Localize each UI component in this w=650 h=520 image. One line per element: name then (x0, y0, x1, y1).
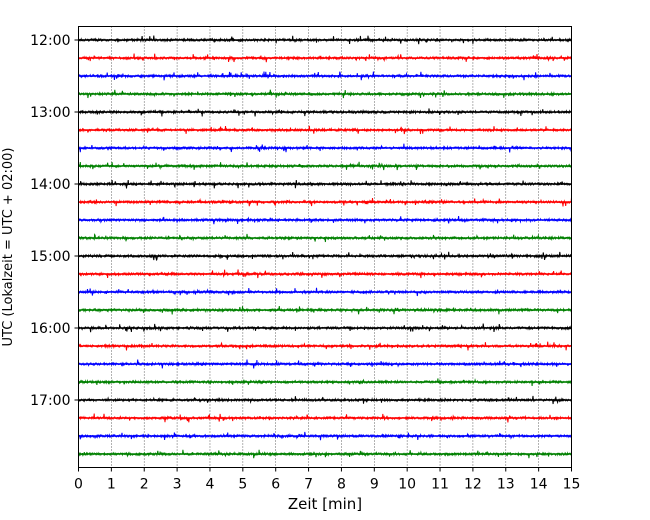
trace-1315 (78, 125, 572, 135)
plot-frame (78, 26, 572, 468)
trace-1500 (78, 251, 572, 261)
y-axis: 12:00 13:00 14:00 15:00 16:00 17:00 (30, 33, 79, 409)
x-tick-label: 13 (497, 477, 515, 493)
trace-1215 (78, 53, 572, 63)
trace-1245 (78, 89, 572, 99)
x-tick-label: 5 (238, 477, 247, 493)
trace-signal (78, 395, 572, 405)
trace-signal (78, 431, 572, 441)
trace-signal (78, 108, 572, 117)
x-tick-label: 10 (398, 477, 416, 493)
trace-signal (78, 449, 572, 459)
x-tick-label: 11 (431, 477, 449, 493)
trace-1400 (78, 179, 572, 189)
trace-signal (78, 161, 572, 171)
y-tick-label: 17:00 (30, 393, 70, 409)
y-tick-label: 12:00 (30, 33, 70, 49)
trace-1230 (78, 71, 572, 81)
trace-1630 (78, 359, 572, 369)
trace-1330 (78, 143, 572, 153)
trace-1415 (78, 197, 572, 207)
trace-signal (78, 197, 572, 207)
trace-1745 (78, 449, 572, 459)
trace-1200 (78, 35, 572, 45)
x-tick-label: 4 (206, 477, 215, 493)
x-tick-label: 12 (464, 477, 482, 493)
trace-1700 (78, 395, 572, 405)
trace-1545 (78, 306, 572, 315)
trace-signal (78, 216, 572, 225)
trace-signal (78, 53, 572, 63)
y-axis-label: UTC (Lokalzeit = UTC + 02:00) (1, 148, 16, 347)
y-tick-label: 15:00 (30, 249, 70, 265)
trace-signal (78, 233, 572, 243)
trace-signal (78, 251, 572, 261)
trace-signal (78, 269, 572, 279)
trace-1600 (78, 323, 572, 333)
x-tick-label: 2 (140, 477, 149, 493)
y-tick-label: 16:00 (30, 321, 70, 337)
trace-1300 (78, 108, 572, 117)
trace-1445 (78, 233, 572, 243)
trace-1530 (78, 287, 572, 297)
trace-1645 (78, 378, 572, 387)
trace-signal (78, 179, 572, 189)
x-tick-label: 15 (563, 477, 581, 493)
x-axis-label: Zeit [min] (288, 495, 362, 513)
trace-1430 (78, 216, 572, 225)
trace-1615 (78, 341, 572, 351)
x-axis: 0 1 2 3 4 5 6 7 8 9 10 11 12 13 14 15 (74, 467, 581, 493)
trace-group (78, 35, 572, 459)
trace-1715 (78, 413, 572, 423)
trace-signal (78, 143, 572, 153)
trace-signal (78, 359, 572, 369)
trace-signal (78, 35, 572, 45)
x-tick-label: 1 (107, 477, 116, 493)
trace-signal (78, 125, 572, 135)
trace-signal (78, 413, 572, 423)
x-tick-label: 6 (271, 477, 280, 493)
trace-signal (78, 287, 572, 297)
x-tick-label: 9 (370, 477, 379, 493)
y-tick-label: 13:00 (30, 105, 70, 121)
trace-signal (78, 323, 572, 333)
trace-signal (78, 306, 572, 315)
x-tick-label: 7 (304, 477, 313, 493)
trace-signal (78, 71, 572, 81)
trace-1345 (78, 161, 572, 171)
trace-signal (78, 378, 572, 387)
trace-1730 (78, 431, 572, 441)
trace-1515 (78, 269, 572, 279)
x-tick-label: 8 (337, 477, 346, 493)
trace-signal (78, 89, 572, 99)
x-tick-label: 0 (74, 477, 83, 493)
x-tick-label: 3 (173, 477, 182, 493)
y-tick-label: 14:00 (30, 177, 70, 193)
trace-signal (78, 341, 572, 351)
x-tick-label: 14 (530, 477, 548, 493)
